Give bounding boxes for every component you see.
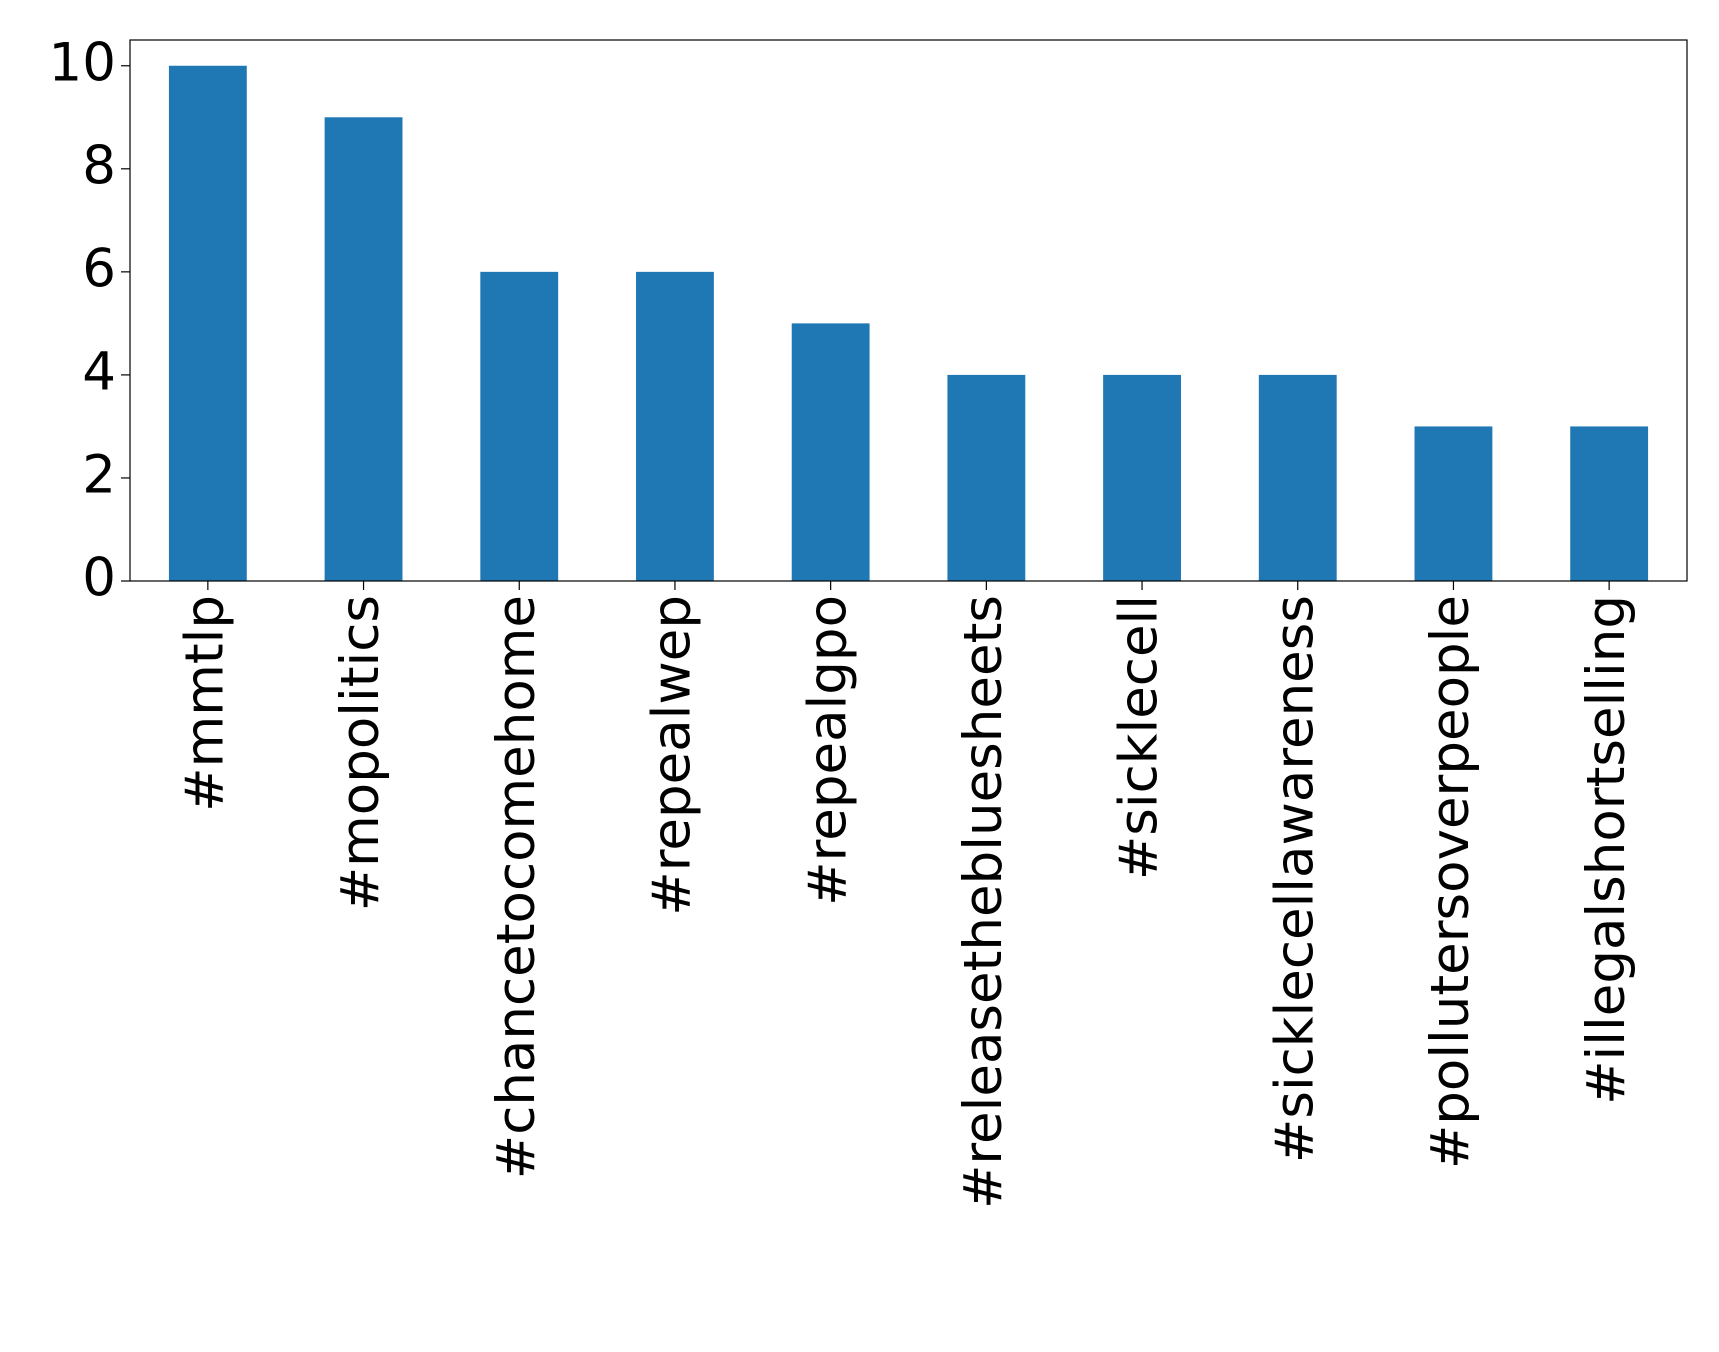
x-tick-label: #chancetocomehome	[486, 595, 547, 1179]
x-tick-label: #mopolitics	[330, 595, 391, 911]
x-tick-label: #pollutersoverpeople	[1420, 595, 1481, 1169]
plot-frame	[129, 39, 1688, 582]
y-tick-label: 10	[49, 32, 116, 93]
x-tick-label: #illegalshortselling	[1576, 595, 1637, 1105]
y-tick-label: 2	[82, 445, 116, 506]
bar	[1258, 374, 1337, 581]
y-tick-label: 8	[82, 135, 116, 196]
bar	[947, 374, 1026, 581]
bar	[636, 271, 714, 581]
bar	[1103, 374, 1181, 581]
bar	[324, 117, 403, 582]
x-tick-label: #sicklecell	[1109, 595, 1170, 880]
x-tick-label: #repealwep	[642, 595, 703, 916]
y-tick-label: 4	[82, 342, 116, 403]
y-tick-label: 6	[82, 238, 116, 299]
y-tick-label: 0	[82, 548, 116, 609]
bar	[480, 271, 559, 581]
bar	[1570, 426, 1649, 581]
x-tick-label: #mmtlp	[174, 595, 235, 812]
x-tick-label: #sicklecellawareness	[1264, 595, 1325, 1163]
bar	[1414, 426, 1493, 581]
bar	[791, 323, 870, 581]
x-tick-label: #repealgpo	[797, 595, 858, 906]
bar	[168, 65, 247, 581]
x-tick-label: #releasetheblueshеets	[953, 595, 1014, 1209]
